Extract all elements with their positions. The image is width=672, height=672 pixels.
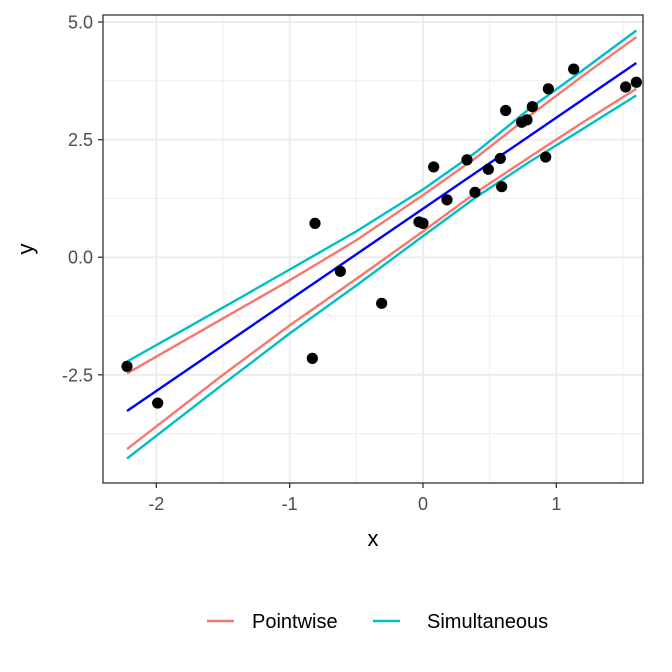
y-tick-label: 5.0 [68,13,93,33]
data-point [461,154,473,166]
data-point [630,76,642,88]
pointwise-upper-band-line [126,36,638,375]
x-axis-ticks: -2 -1 0 1 [148,483,561,514]
data-point [469,186,481,198]
y-axis-ticks: -2.5 0.0 2.5 5.0 [62,13,103,385]
data-point [334,265,346,277]
data-point [441,194,453,206]
data-point [568,63,580,75]
y-tick-label: 2.5 [68,130,93,150]
data-point [376,297,388,309]
panel-border [102,14,644,484]
data-point [620,81,632,93]
data-point [521,114,533,126]
y-axis-title: y [13,244,38,255]
simultaneous-legend-label: Simultaneous [427,611,548,633]
data-point [540,151,552,163]
data-point [428,161,440,173]
data-point [496,181,508,193]
x-tick-label: 1 [551,494,561,514]
data-point [417,217,429,229]
x-tick-label: -1 [282,494,298,514]
data-points [121,63,642,409]
x-tick-label: 0 [418,494,428,514]
data-point [494,152,506,165]
simultaneous-lower-band-line [126,94,637,460]
legend: Pointwise Simultaneous [207,611,548,633]
fitted-regression-line [126,62,637,412]
data-point [309,217,321,229]
pointwise-legend-label: Pointwise [252,611,338,633]
simultaneous-upper-band-line [126,29,638,363]
confidence-bands [126,29,638,460]
y-tick-label: -2.5 [62,365,93,385]
data-point [542,83,554,95]
y-tick-label: 0.0 [68,248,93,268]
data-point [500,104,512,117]
pointwise-lower-band-line [126,87,637,451]
data-point [152,397,164,409]
data-point [306,352,318,364]
minor-gridlines [103,15,643,483]
x-tick-label: -2 [148,494,164,514]
fitted-line-layer [126,62,637,412]
data-point [121,360,133,372]
data-point [482,163,494,175]
x-axis-title: x [368,526,379,551]
data-point [526,101,538,113]
